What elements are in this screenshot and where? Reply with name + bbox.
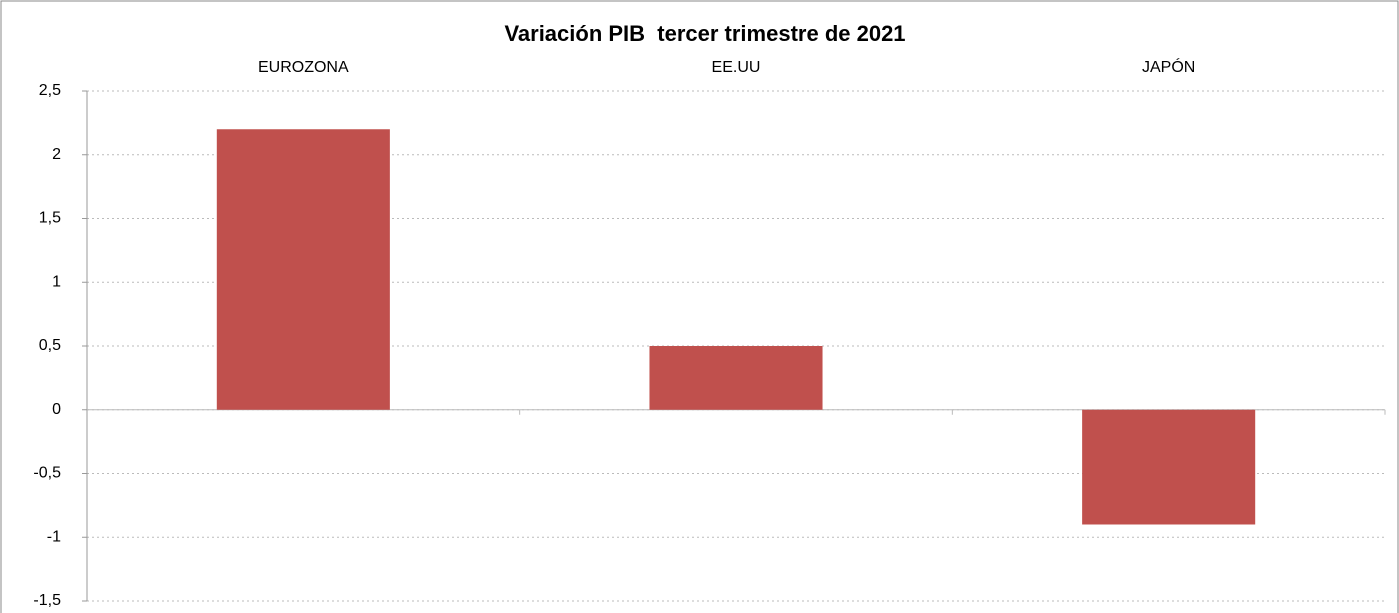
y-tick-label: -1: [47, 528, 61, 545]
y-tick-label: 1: [52, 273, 61, 290]
bar: [649, 346, 823, 410]
bar: [216, 129, 390, 410]
x-tick-label: EUROZONA: [258, 59, 349, 76]
y-tick-label: 2: [52, 146, 61, 163]
x-tick-label: JAPÓN: [1142, 57, 1195, 76]
bar: [1082, 409, 1256, 525]
y-tick-label: -0,5: [33, 465, 61, 482]
y-tick-label: 0,5: [39, 337, 61, 354]
y-tick-label: 0: [52, 401, 61, 418]
x-tick-label: EE.UU: [712, 59, 761, 76]
y-tick-label: 1,5: [39, 210, 61, 227]
y-tick-label: -1,5: [33, 592, 61, 609]
chart-title: Variación PIB tercer trimestre de 2021: [504, 21, 905, 46]
y-tick-label: 2,5: [39, 82, 61, 99]
